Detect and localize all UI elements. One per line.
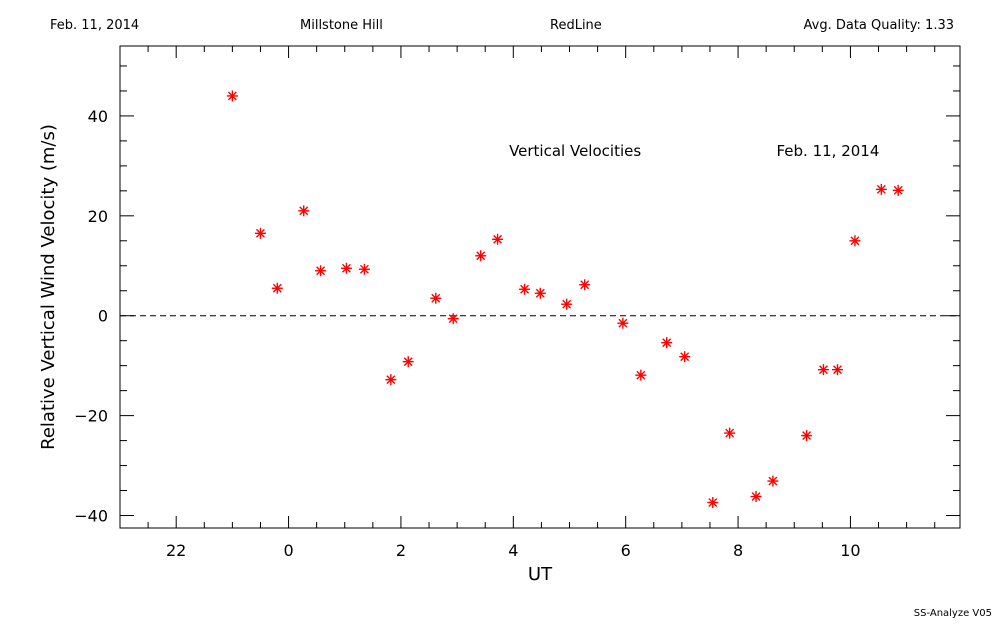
x-tick-label: 22 <box>166 541 186 560</box>
data-point <box>875 183 887 195</box>
data-point <box>817 364 829 376</box>
header-site: Millstone Hill <box>300 18 383 33</box>
data-point <box>226 90 238 102</box>
data-point <box>271 282 283 294</box>
header-quality: Avg. Data Quality: 1.33 <box>803 18 954 33</box>
data-point <box>492 233 504 245</box>
data-point <box>315 265 327 277</box>
data-point <box>617 317 629 329</box>
data-points <box>226 90 904 509</box>
data-point <box>475 250 487 262</box>
y-tick-label: −40 <box>74 507 108 526</box>
data-point <box>298 205 310 217</box>
y-tick-label: 40 <box>88 107 108 126</box>
data-point <box>447 313 459 325</box>
y-tick-label: 0 <box>98 307 108 326</box>
x-tick-labels: 22 0 2 4 6 8 10 <box>166 541 861 560</box>
x-tick-label: 8 <box>733 541 743 560</box>
data-point <box>534 287 546 299</box>
data-point <box>402 356 414 368</box>
y-axis-label: Relative Vertical Wind Velocity (m/s) <box>38 124 59 450</box>
chart-annotation: Vertical Velocities <box>509 142 641 160</box>
header-line: RedLine <box>550 18 602 33</box>
y-tick-label: −20 <box>74 407 108 426</box>
data-point <box>832 364 844 376</box>
data-point <box>661 337 673 349</box>
data-point <box>635 369 647 381</box>
data-point <box>849 235 861 247</box>
x-axis-label: UT <box>528 564 553 585</box>
data-point <box>724 427 736 439</box>
header-date: Feb. 11, 2014 <box>50 18 140 33</box>
data-point <box>430 292 442 304</box>
data-point <box>254 227 266 239</box>
data-point <box>801 430 813 442</box>
x-tick-label: 2 <box>396 541 406 560</box>
chart-annotation: Feb. 11, 2014 <box>777 142 880 160</box>
data-point <box>767 475 779 487</box>
y-tick-label: 20 <box>88 207 108 226</box>
program-version: SS-Analyze V05 <box>913 608 992 619</box>
data-point <box>750 491 762 503</box>
data-point <box>340 262 352 274</box>
plot-frame <box>119 45 961 529</box>
data-point <box>385 374 397 386</box>
data-point <box>561 298 573 310</box>
data-point <box>892 184 904 196</box>
data-point <box>579 279 591 291</box>
y-tick-labels: −40 −20 0 20 40 <box>74 107 108 526</box>
data-point <box>679 351 691 363</box>
chart-annotations: Vertical Velocities Feb. 11, 2014 <box>509 142 879 160</box>
axis-ticks <box>119 46 960 528</box>
x-tick-label: 4 <box>508 541 518 560</box>
data-point <box>358 263 370 275</box>
data-point <box>519 283 531 295</box>
data-point <box>707 497 719 509</box>
x-tick-label: 0 <box>283 541 293 560</box>
x-tick-label: 6 <box>621 541 631 560</box>
x-tick-label: 10 <box>840 541 860 560</box>
